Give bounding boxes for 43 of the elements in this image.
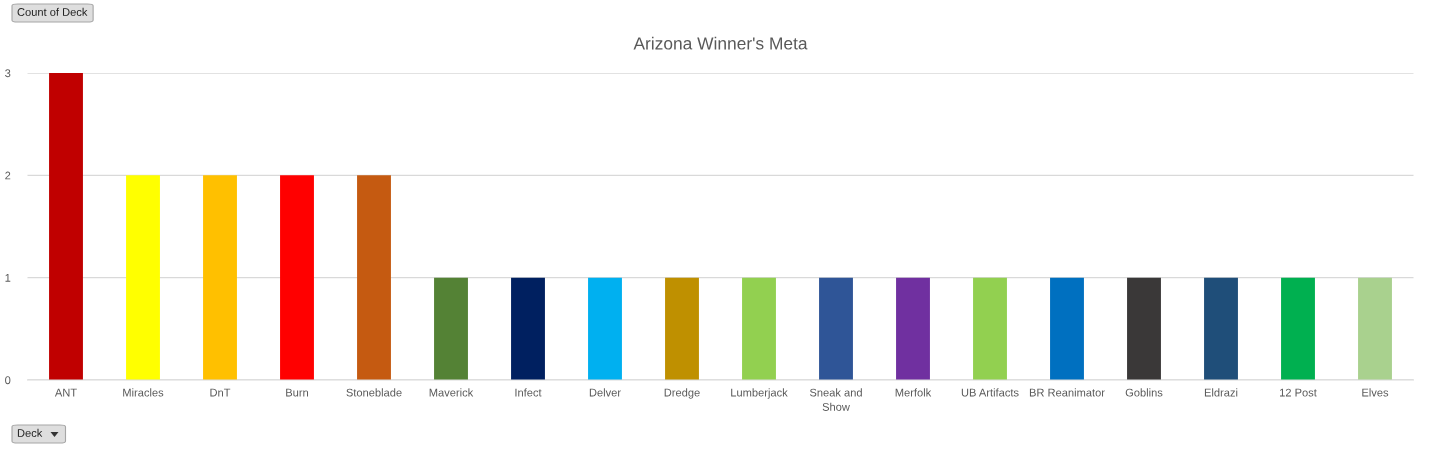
bar <box>1281 277 1315 380</box>
bar <box>434 277 468 380</box>
bar <box>973 277 1007 380</box>
x-tick-label: Merfolk <box>895 388 932 397</box>
x-tick-label: DnT <box>210 388 231 397</box>
x-axis-title: Deck <box>17 428 43 437</box>
bar <box>896 277 930 380</box>
x-tick-label: Dredge <box>664 388 700 399</box>
bar <box>665 277 699 380</box>
x-tick-label: UB Artifacts <box>961 388 1019 397</box>
x-tick-label: Infect <box>515 388 542 397</box>
x-tick-label: Lumberjack <box>731 388 788 399</box>
x-tick-label: Elves <box>1362 388 1389 397</box>
bar <box>49 73 83 380</box>
bar <box>1204 277 1238 380</box>
bar <box>280 175 314 380</box>
x-tick-label: Burn <box>286 388 309 397</box>
bar <box>742 277 776 380</box>
bar <box>1358 277 1392 380</box>
bar <box>203 175 237 380</box>
x-tick-label: Stoneblade <box>346 388 402 397</box>
x-tick-label: 12 Post <box>1280 388 1317 397</box>
bar <box>511 277 545 380</box>
x-tick-label: Delver <box>589 388 621 397</box>
bar <box>1127 277 1161 380</box>
y-tick-label: 3 <box>5 69 11 78</box>
bar <box>819 277 853 380</box>
x-tick-label: ANT <box>54 388 77 397</box>
y-axis-title: Count of Deck <box>17 7 88 16</box>
x-tick-label: Maverick <box>429 388 474 397</box>
x-tick-label: Sneak and Show <box>809 388 862 411</box>
y-tick-label: 2 <box>5 171 11 180</box>
y-tick-label: 1 <box>5 274 11 282</box>
x-tick-label: BR Reanimator <box>1029 388 1105 397</box>
x-tick-label: Goblins <box>1125 388 1163 397</box>
bar <box>588 277 622 380</box>
bar <box>1050 277 1084 380</box>
bar <box>126 175 160 380</box>
x-tick-label: Eldrazi <box>1204 388 1238 397</box>
x-tick-label: Miracles <box>123 388 164 397</box>
bar <box>357 175 391 380</box>
chart-title: Arizona Winner's Meta <box>633 36 808 50</box>
y-tick-label: 0 <box>5 376 11 385</box>
